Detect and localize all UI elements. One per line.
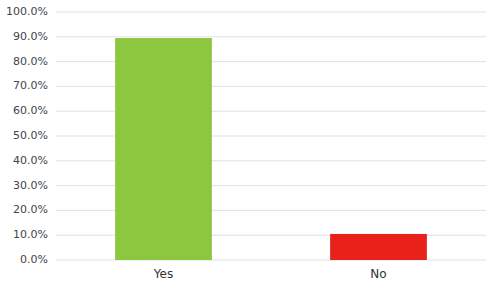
y-tick-label: 20.0%: [13, 203, 48, 216]
bar: [115, 38, 212, 260]
y-tick-label: 50.0%: [13, 129, 48, 142]
x-axis: Yes No: [153, 267, 387, 281]
chart-svg: 0.0% 10.0% 20.0% 30.0% 40.0% 50.0% 60.0% 70.0% 8…: [0, 0, 500, 288]
y-tick-label: 100.0%: [6, 5, 48, 18]
grid: [56, 12, 486, 260]
y-axis: 0.0% 10.0% 20.0% 30.0% 40.0% 50.0% 60.0% 70.0% 8…: [6, 5, 48, 266]
y-tick-label: 40.0%: [13, 154, 48, 167]
y-tick-label: 70.0%: [13, 79, 48, 92]
y-tick-label: 60.0%: [13, 104, 48, 117]
grid-line: [56, 12, 486, 13]
y-tick-label: 80.0%: [13, 55, 48, 68]
y-tick-label: 0.0%: [20, 253, 48, 266]
x-tick-label: No: [370, 267, 386, 281]
x-tick-label: Yes: [153, 267, 173, 281]
y-tick-label: 30.0%: [13, 179, 48, 192]
bar: [330, 234, 427, 260]
page: {"chart_data": {"type": "bar", "categori…: [0, 0, 500, 288]
chart-container: 0.0% 10.0% 20.0% 30.0% 40.0% 50.0% 60.0% 70.0% 8…: [0, 0, 500, 288]
y-tick-label: 90.0%: [13, 30, 48, 43]
y-tick-label: 10.0%: [13, 228, 48, 241]
bars: [115, 38, 427, 260]
grid-line: [56, 36, 486, 37]
